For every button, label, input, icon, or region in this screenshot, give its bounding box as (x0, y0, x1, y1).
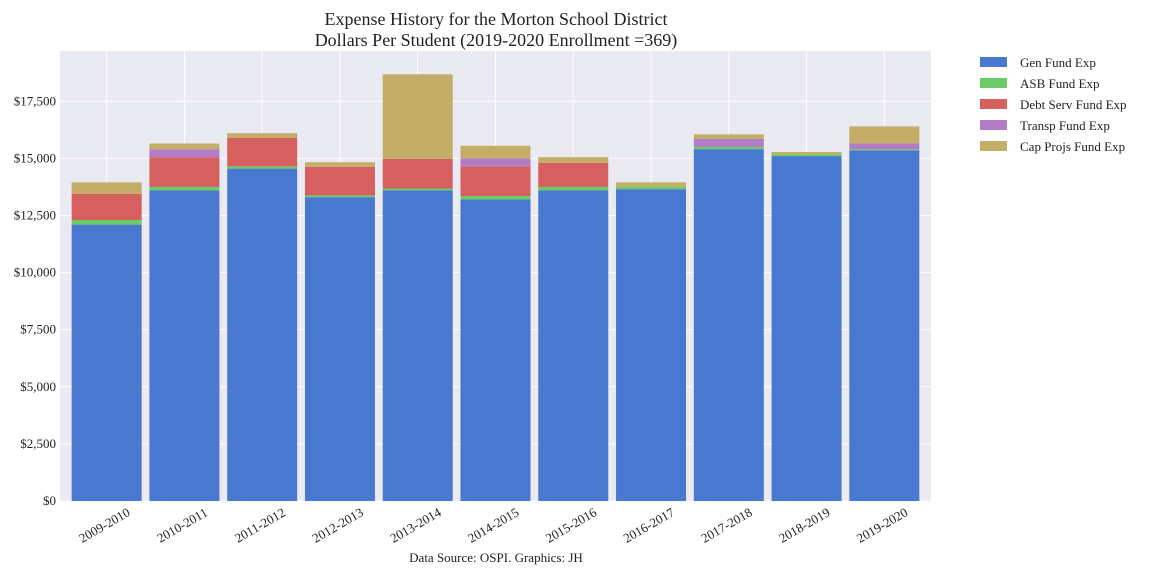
bar-segment-cap-projs-fund-exp (693, 134, 764, 139)
bar-segment-gen-fund-exp (71, 224, 142, 501)
bar-segment-asb-fund-exp (149, 186, 220, 191)
bar-segment-asb-fund-exp (771, 154, 842, 157)
bar-segment-cap-projs-fund-exp (460, 145, 531, 159)
x-tick-label: 2019-2020 (854, 505, 910, 546)
y-axis-ticks: $0 $2,500 $5,000 $7,500 $10,000 $12,500 $15,00… (14, 93, 56, 508)
y-tick-label: $12,500 (14, 207, 56, 222)
chart-title-line-2: Dollars Per Student (2019-2020 Enrollmen… (315, 30, 678, 51)
data-source-note: Data Source: OSPI. Graphics: JH (409, 550, 583, 565)
legend-label: Transp Fund Exp (1020, 118, 1110, 133)
y-tick-label: $0 (43, 493, 56, 508)
bar-segment-cap-projs-fund-exp (616, 182, 687, 187)
bar-segment-transp-fund-exp (849, 143, 920, 150)
legend-label: Gen Fund Exp (1020, 55, 1096, 70)
bar-segment-gen-fund-exp (616, 189, 687, 501)
legend-swatch (980, 99, 1007, 109)
x-tick-label: 2014-2015 (465, 505, 521, 546)
bar-segment-asb-fund-exp (693, 146, 764, 150)
bar-segment-asb-fund-exp (382, 188, 453, 191)
bar-segment-debt-serv-fund-exp (460, 166, 531, 197)
y-tick-label: $2,500 (20, 436, 56, 451)
legend-swatch (980, 57, 1007, 67)
x-tick-label: 2010-2011 (154, 505, 210, 546)
bar-segment-asb-fund-exp (304, 195, 375, 198)
bar-segment-cap-projs-fund-exp (382, 74, 453, 159)
y-tick-label: $7,500 (20, 322, 56, 337)
x-tick-label: 2011-2012 (232, 505, 288, 546)
y-tick-label: $15,000 (14, 150, 56, 165)
legend-swatch (980, 120, 1007, 130)
bar-segment-gen-fund-exp (849, 150, 920, 501)
bar-segment-gen-fund-exp (149, 190, 220, 502)
bar-segment-asb-fund-exp (616, 186, 687, 190)
bar-segment-gen-fund-exp (693, 149, 764, 502)
bar-segment-gen-fund-exp (227, 168, 298, 501)
x-tick-label: 2015-2016 (543, 504, 600, 545)
bar-segment-asb-fund-exp (849, 149, 920, 151)
bar-layer (71, 74, 920, 502)
y-tick-label: $5,000 (20, 379, 56, 394)
legend-label: ASB Fund Exp (1020, 76, 1099, 91)
bar-segment-cap-projs-fund-exp (149, 143, 220, 150)
bar-segment-cap-projs-fund-exp (304, 162, 375, 167)
bar-segment-transp-fund-exp (693, 138, 764, 147)
legend: Gen Fund Exp ASB Fund Exp Debt Serv Fund E… (980, 55, 1127, 154)
bar-segment-cap-projs-fund-exp (538, 157, 609, 163)
legend-swatch (980, 141, 1007, 151)
x-tick-label: 2009-2010 (76, 505, 132, 546)
bar-segment-asb-fund-exp (71, 220, 142, 225)
bar-segment-gen-fund-exp (771, 156, 842, 501)
bar-segment-asb-fund-exp (460, 196, 531, 200)
x-tick-label: 2017-2018 (698, 505, 754, 546)
bar-segment-gen-fund-exp (304, 197, 375, 502)
chart-title-line-1: Expense History for the Morton School Di… (325, 9, 668, 29)
bar-segment-debt-serv-fund-exp (304, 166, 375, 196)
bar-segment-debt-serv-fund-exp (382, 158, 453, 189)
bar-segment-cap-projs-fund-exp (71, 182, 142, 194)
x-tick-label: 2018-2019 (776, 505, 832, 546)
x-tick-label: 2016-2017 (621, 504, 678, 545)
bar-segment-debt-serv-fund-exp (227, 137, 298, 167)
bar-segment-gen-fund-exp (460, 199, 531, 501)
bar-segment-asb-fund-exp (227, 166, 298, 169)
bar-segment-asb-fund-exp (538, 186, 609, 191)
bar-segment-debt-serv-fund-exp (71, 193, 142, 221)
x-tick-label: 2012-2013 (310, 505, 366, 546)
x-axis-ticks: 2009-2010 2010-2011 2011-2012 2012-2013 2013… (76, 504, 910, 545)
y-tick-label: $10,000 (14, 265, 56, 280)
bar-segment-debt-serv-fund-exp (538, 162, 609, 187)
legend-label: Cap Projs Fund Exp (1020, 139, 1125, 154)
bar-segment-cap-projs-fund-exp (227, 133, 298, 138)
bar-segment-cap-projs-fund-exp (771, 151, 842, 155)
bar-segment-cap-projs-fund-exp (849, 126, 920, 144)
x-tick-label: 2013-2014 (387, 504, 444, 545)
bar-segment-debt-serv-fund-exp (149, 157, 220, 187)
bar-segment-gen-fund-exp (382, 190, 453, 502)
legend-label: Debt Serv Fund Exp (1020, 97, 1127, 112)
bar-segment-gen-fund-exp (538, 190, 609, 502)
bar-segment-transp-fund-exp (460, 158, 531, 167)
y-tick-label: $17,500 (14, 93, 56, 108)
legend-swatch (980, 78, 1007, 88)
bar-segment-transp-fund-exp (149, 149, 220, 158)
